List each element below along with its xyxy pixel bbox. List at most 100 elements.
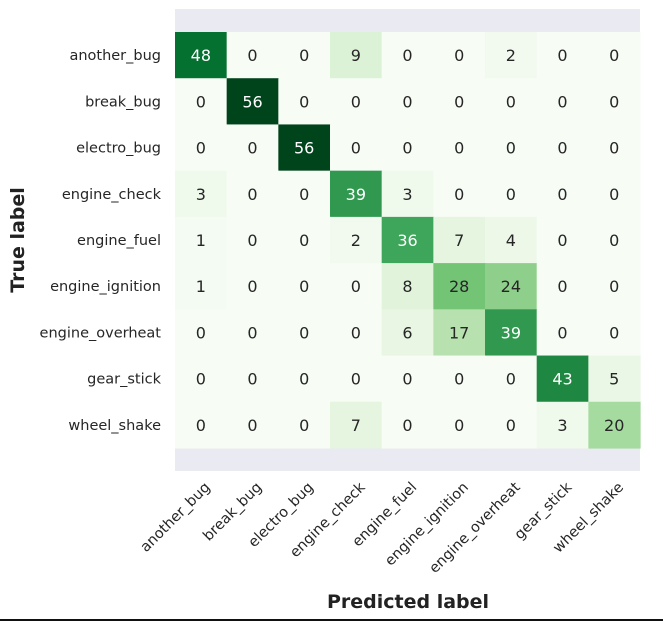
cell-value-label: 0 [299,92,309,111]
heatmap-cell [330,124,383,172]
heatmap-cell [226,401,279,449]
heatmap-cell [536,124,589,172]
heatmap-cell [536,170,589,218]
x-tick-label: another_bug [138,480,214,556]
heatmap-cell [226,124,279,172]
cell-value-label: 48 [191,46,211,65]
heatmap-cell [381,355,434,403]
heatmap-cell [226,170,279,218]
cell-value-label: 0 [351,92,361,111]
cell-value-label: 17 [449,323,469,342]
heatmap-cell [278,401,331,449]
cell-value-label: 0 [247,231,257,250]
heatmap-cell [536,355,589,403]
y-tick-label: break_bug [85,94,161,110]
cell-value-label: 56 [242,92,262,111]
heatmap-cell [278,309,331,357]
cell-value-label: 0 [351,139,361,158]
cell-value-label: 0 [351,277,361,296]
y-tick-label: gear_stick [87,372,161,388]
heatmap-cell [381,78,434,126]
cell-value-label: 20 [604,416,624,435]
heatmap-cell [433,355,486,403]
cell-value-label: 0 [506,185,516,204]
heatmap-cell [588,309,641,357]
cell-value-label: 28 [449,277,469,296]
cell-value-label: 0 [454,139,464,158]
cell-value-label: 24 [501,277,521,296]
heatmap-cell [536,78,589,126]
heatmap-cell [485,309,538,357]
cell-value-label: 2 [506,46,516,65]
cell-value-label: 0 [557,139,567,158]
cell-value-label: 0 [557,277,567,296]
cell-value-label: 0 [299,231,309,250]
cell-value-label: 0 [247,185,257,204]
heatmap-cell [536,263,589,310]
cell-value-label: 0 [454,46,464,65]
heatmap-cell [278,32,331,79]
heatmap-cell [226,355,279,403]
cell-value-label: 0 [402,46,412,65]
heatmap-cell [381,32,434,79]
heatmap-cells [175,32,641,449]
heatmap-cell [330,216,383,264]
heatmap-cell [433,78,486,126]
cell-value-label: 0 [196,323,206,342]
heatmap-cell [433,32,486,79]
cell-value-label: 1 [196,277,206,296]
heatmap-cell [588,78,641,126]
heatmap-cell [175,170,228,218]
cell-value-label: 9 [351,46,361,65]
y-tick-labels: another_bug break_bug electro_bug engine_ch… [40,48,162,434]
heatmap-cell [381,263,434,310]
cell-value-label: 0 [196,139,206,158]
cell-value-label: 0 [299,185,309,204]
heatmap-cell [536,216,589,264]
cell-value-label: 3 [557,416,567,435]
heatmap-cell [433,124,486,172]
cell-value-label: 0 [506,139,516,158]
cell-value-label: 0 [299,323,309,342]
cell-value-label: 0 [402,370,412,389]
heatmap-cell [588,355,641,403]
cell-value-label: 0 [506,370,516,389]
y-tick-label: engine_ignition [50,279,161,295]
cell-value-label: 0 [609,92,619,111]
cell-value-labels: 48 0 0 9 0 0 2 0 00 56 0 0 0 0 0 0 00 0 56 0 0 0 0 0 03 0 0 39 3 0 0 0 0… [191,46,625,435]
heatmap-cell [485,32,538,79]
y-axis-label: True label [7,187,29,293]
heatmap-cell [485,216,538,264]
cell-value-label: 0 [609,231,619,250]
cell-value-label: 0 [506,92,516,111]
bottom-border-line [0,619,663,621]
cell-value-label: 0 [609,139,619,158]
cell-value-label: 0 [402,416,412,435]
heatmap-cell [433,170,486,218]
heatmap-cell [433,309,486,357]
cell-value-label: 1 [196,231,206,250]
heatmap-cell [433,263,486,310]
heatmap-cell [226,32,279,79]
heatmap-cell [175,263,228,310]
heatmap-cell [330,355,383,403]
cell-value-label: 0 [557,231,567,250]
cell-value-label: 0 [196,92,206,111]
heatmap-cell [381,309,434,357]
cell-value-label: 0 [557,46,567,65]
cell-value-label: 0 [609,185,619,204]
cell-value-label: 0 [557,323,567,342]
cell-value-label: 0 [557,185,567,204]
cell-value-label: 4 [506,231,516,250]
heatmap-cell [175,401,228,449]
heatmap-cell [433,401,486,449]
y-tick-label: engine_overheat [40,325,162,341]
x-tick-labels: another_bugbreak_bugelectro_bugengine_ch… [138,479,627,577]
cell-value-label: 0 [247,277,257,296]
heatmap-cell [588,401,641,449]
heatmap-cell [485,355,538,403]
heatmap-cell [330,32,383,79]
heatmap-cell [278,355,331,403]
heatmap-cell [175,309,228,357]
